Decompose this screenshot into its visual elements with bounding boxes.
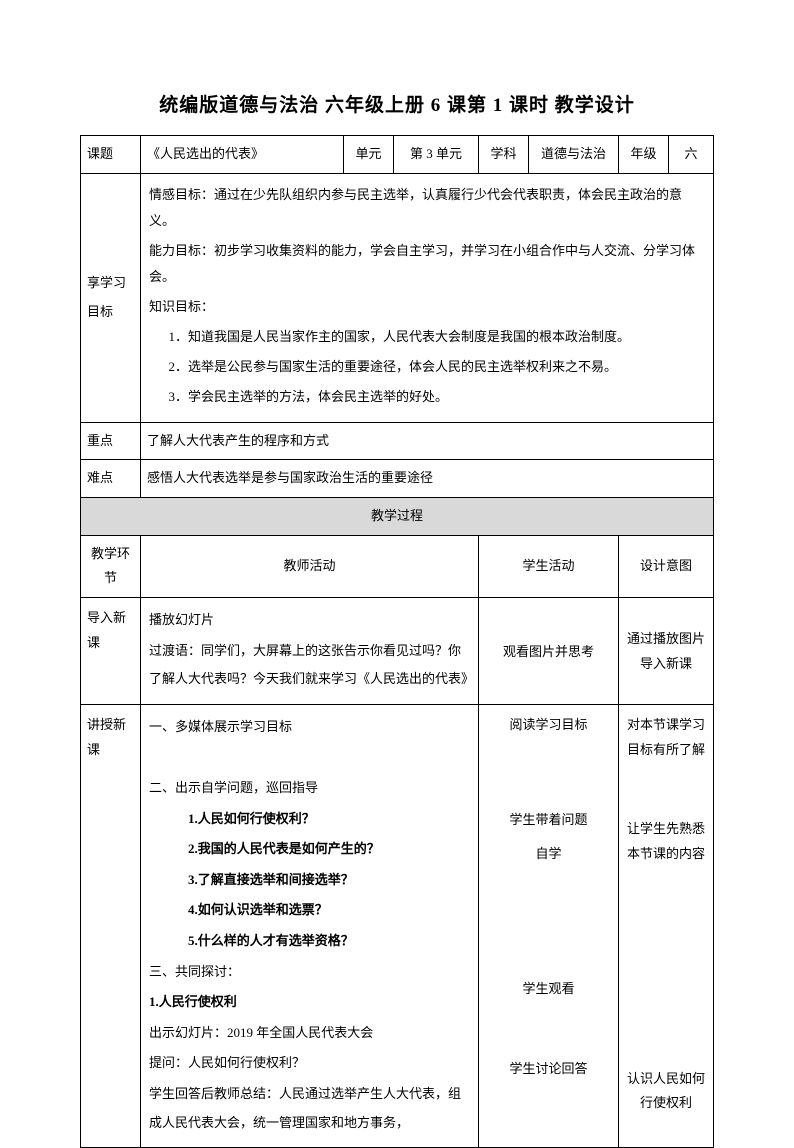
lecture-section1: 一、多媒体展示学习目标: [149, 713, 470, 742]
section2-item-1: 1.人民如何行使权利？: [149, 805, 470, 834]
page-title: 统编版道德与法治 六年级上册 6 课第 1 课时 教学设计: [80, 90, 714, 117]
col-student: 学生活动: [479, 535, 619, 597]
process-header: 教学过程: [81, 498, 714, 536]
section3-line1: 出示幻灯片：2019 年全国人民代表大会: [149, 1019, 470, 1048]
intro-intent: 通过播放图片导入新课: [619, 598, 714, 705]
section3-line2: 提问：人民如何行使权利？: [149, 1049, 470, 1078]
section3-sub1: 1.人民行使权利: [149, 988, 470, 1017]
col-teacher: 教师活动: [141, 535, 479, 597]
intent-block-1: 对本节课学习目标有所了解: [625, 713, 707, 762]
intent-block-2: 让学生先熟悉本节课的内容: [625, 817, 707, 866]
lecture-section3-title: 三、共同探讨：: [149, 958, 470, 987]
knowledge-item-1: 1．知道我国是人民当家作主的国家，人民代表大会制度是我国的根本政治制度。: [149, 324, 705, 350]
student-block-3: 学生观看: [485, 977, 612, 1002]
lecture-student: 阅读学习目标 学生带着问题 自学 学生观看 学生讨论回答: [479, 704, 619, 1147]
goals-label: 享学习目标: [81, 173, 141, 422]
section3-line3: 学生回答后教师总结：人民通过选举产生人大代表，组成人民代表大会，统一管理国家和地…: [149, 1080, 470, 1137]
keypoint-label: 重点: [81, 422, 141, 460]
lecture-row: 讲授新课 一、多媒体展示学习目标 二、出示自学问题，巡回指导 1.人民如何行使权…: [81, 704, 714, 1147]
lecture-phase: 讲授新课: [81, 704, 141, 1147]
grade-value: 六: [669, 136, 714, 174]
lesson-plan-table: 课题 《人民选出的代表》 单元 第 3 单元 学科 道德与法治 年级 六 享学习…: [80, 135, 714, 1148]
intro-phase: 导入新课: [81, 598, 141, 705]
unit-label: 单元: [344, 136, 394, 174]
knowledge-item-3: 3．学会民主选举的方法，体会民主选举的好处。: [149, 384, 705, 410]
grade-label: 年级: [619, 136, 669, 174]
section2-item-3: 3.了解直接选举和间接选举？: [149, 866, 470, 895]
emotion-goal: 情感目标：通过在少先队组织内参与民主选举，认真履行少代会代表职责，体会民主政治的…: [149, 182, 705, 234]
student-block-1: 阅读学习目标: [485, 713, 612, 738]
knowledge-goal-label: 知识目标：: [149, 294, 705, 320]
goals-row: 享学习目标 情感目标：通过在少先队组织内参与民主选举，认真履行少代会代表职责，体…: [81, 173, 714, 422]
section2-item-4: 4.如何认识选举和选票？: [149, 896, 470, 925]
difficulty-label: 难点: [81, 460, 141, 498]
student-block-2a: 学生带着问题: [485, 808, 612, 833]
header-row: 课题 《人民选出的代表》 单元 第 3 单元 学科 道德与法治 年级 六: [81, 136, 714, 174]
intro-line-1: 播放幻灯片: [149, 606, 470, 635]
ability-goal: 能力目标：初步学习收集资料的能力，学会自主学习，并学习在小组合作中与人交流、分学…: [149, 238, 705, 290]
col-intent: 设计意图: [619, 535, 714, 597]
section2-item-5: 5.什么样的人才有选举资格？: [149, 927, 470, 956]
intent-block-3: 认识人民如何行使权利: [625, 1067, 707, 1116]
process-header-row: 教学过程: [81, 498, 714, 536]
col-phase: 教学环节: [81, 535, 141, 597]
process-columns-row: 教学环节 教师活动 学生活动 设计意图: [81, 535, 714, 597]
intro-line-2: 过渡语：同学们，大屏幕上的这张告示你看见过吗？你了解人大代表吗？今天我们就来学习…: [149, 637, 470, 694]
lecture-section2-title: 二、出示自学问题，巡回指导: [149, 774, 470, 803]
difficulty-value: 感悟人大代表选举是参与国家政治生活的重要途径: [141, 460, 714, 498]
student-block-4: 学生讨论回答: [485, 1057, 612, 1082]
difficulty-row: 难点 感悟人大代表选举是参与国家政治生活的重要途径: [81, 460, 714, 498]
unit-value: 第 3 单元: [394, 136, 479, 174]
subject-label: 学科: [479, 136, 529, 174]
lecture-intent: 对本节课学习目标有所了解 让学生先熟悉本节课的内容 认识人民如何行使权利: [619, 704, 714, 1147]
topic-value: 《人民选出的代表》: [141, 136, 344, 174]
goals-content: 情感目标：通过在少先队组织内参与民主选举，认真履行少代会代表职责，体会民主政治的…: [141, 173, 714, 422]
knowledge-item-2: 2．选举是公民参与国家生活的重要途径，体会人民的民主选举权利来之不易。: [149, 354, 705, 380]
keypoint-row: 重点 了解人大代表产生的程序和方式: [81, 422, 714, 460]
keypoint-value: 了解人大代表产生的程序和方式: [141, 422, 714, 460]
section2-item-2: 2.我国的人民代表是如何产生的？: [149, 835, 470, 864]
intro-teacher: 播放幻灯片 过渡语：同学们，大屏幕上的这张告示你看见过吗？你了解人大代表吗？今天…: [141, 598, 479, 705]
intro-row: 导入新课 播放幻灯片 过渡语：同学们，大屏幕上的这张告示你看见过吗？你了解人大代…: [81, 598, 714, 705]
lecture-teacher: 一、多媒体展示学习目标 二、出示自学问题，巡回指导 1.人民如何行使权利？ 2.…: [141, 704, 479, 1147]
student-block-2b: 自学: [485, 842, 612, 867]
subject-value: 道德与法治: [529, 136, 619, 174]
intro-student: 观看图片并思考: [479, 598, 619, 705]
topic-label: 课题: [81, 136, 141, 174]
